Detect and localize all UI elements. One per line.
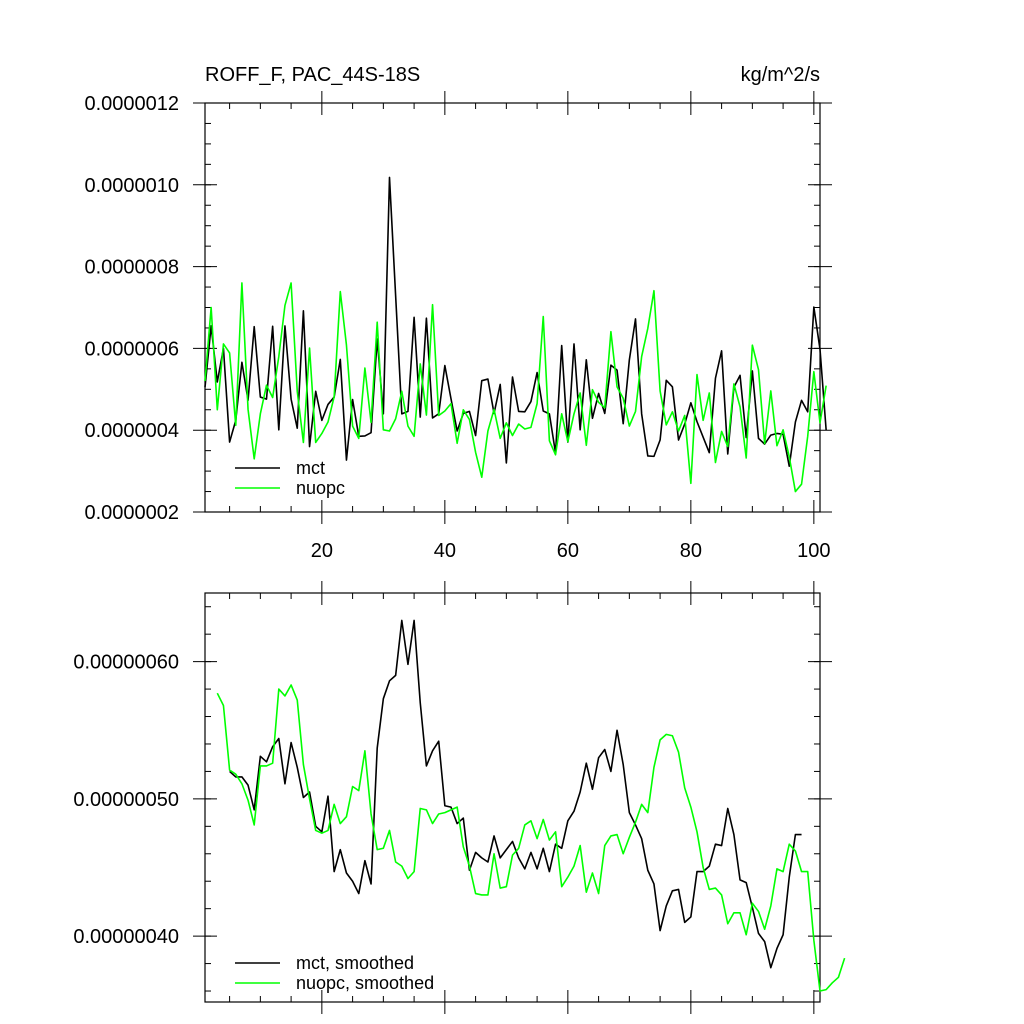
y-tick-label: 0.00000050 xyxy=(73,789,179,811)
units-label: kg/m^2/s xyxy=(741,64,820,86)
panel-2: 0.00000040 0.00000050 0.00000060 mct, smoot… xyxy=(73,581,846,1014)
series-line-mct xyxy=(204,176,827,467)
chart-title: ROFF_F, PAC_44S-18S xyxy=(205,64,420,86)
y-tick-label: 0.0000006 xyxy=(84,338,179,360)
y-tick-label: 0.0000004 xyxy=(84,420,179,442)
x-tick-label: 80 xyxy=(680,540,702,562)
panel-1: 20 40 60 80 100 0.0000002 0.0000004 0.0000006 0.… xyxy=(84,64,832,562)
series-line-nuopc xyxy=(204,282,827,493)
x-tick-label: 40 xyxy=(434,540,456,562)
y-tick-label: 0.00000040 xyxy=(73,926,179,948)
y-tick-label: 0.0000008 xyxy=(84,257,179,279)
legend-label: mct xyxy=(296,458,325,478)
legend-label: mct, smoothed xyxy=(296,953,414,973)
x-tick-label: 60 xyxy=(557,540,579,562)
plot-frame xyxy=(204,592,821,1003)
y-tick-label: 0.0000012 xyxy=(84,93,179,115)
y-tick-label: 0.0000002 xyxy=(84,502,179,524)
x-tick-label: 20 xyxy=(311,540,333,562)
series-line-mct-smoothed xyxy=(229,619,802,969)
legend-label: nuopc xyxy=(296,478,345,498)
x-tick-label: 100 xyxy=(797,540,830,562)
y-tick-label: 0.00000060 xyxy=(73,652,179,674)
series-line-nuopc-smoothed xyxy=(216,684,846,992)
y-tick-label: 0.0000010 xyxy=(84,175,179,197)
legend-label: nuopc, smoothed xyxy=(296,973,434,993)
